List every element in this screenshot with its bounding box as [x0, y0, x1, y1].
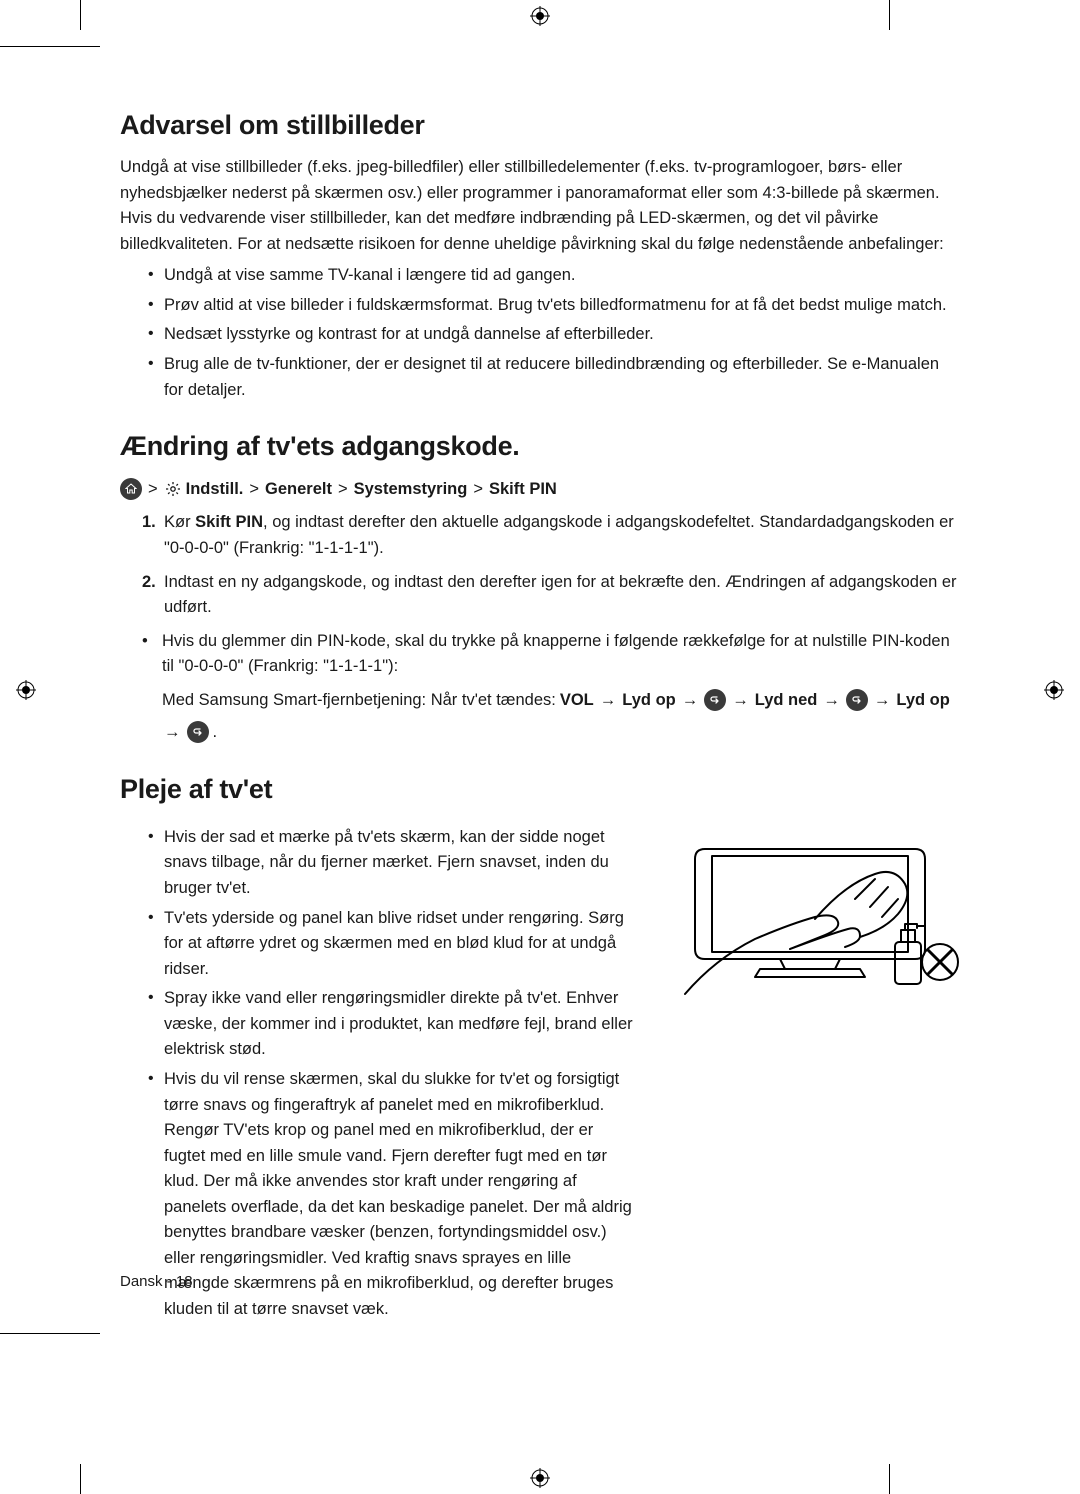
arrow-icon: →	[682, 686, 699, 714]
step-text: Indtast en ny adgangskode, og indtast de…	[164, 573, 957, 617]
list-item: 1. Kør Skift PIN, og indtast derefter de…	[142, 510, 960, 561]
lyd-op-label: Lyd op	[896, 686, 949, 714]
home-icon	[120, 478, 142, 500]
gear-icon	[164, 480, 182, 498]
arrow-icon: →	[874, 686, 891, 714]
period: .	[213, 718, 218, 746]
breadcrumb: > Indstill. > Generelt > Systemstyring >…	[120, 476, 960, 502]
list-item: Hvis der sad et mærke på tv'ets skærm, k…	[148, 825, 636, 902]
lyd-op-label: Lyd op	[622, 686, 675, 714]
section1-heading: Advarsel om stillbilleder	[120, 110, 960, 141]
list-item: Nedsæt lysstyrke og kontrast for at undg…	[148, 322, 960, 348]
crop-mark	[80, 0, 81, 30]
list-item: Hvis du glemmer din PIN-kode, skal du tr…	[142, 629, 960, 680]
page-footer: Dansk - 18	[120, 1273, 193, 1290]
step-number: 1.	[142, 510, 156, 536]
breadcrumb-item: Systemstyring	[354, 476, 468, 502]
back-icon	[704, 689, 726, 711]
crop-mark	[80, 1464, 81, 1494]
breadcrumb-item: Skift PIN	[489, 476, 557, 502]
step-text: , og indtast derefter den aktuelle adgan…	[164, 513, 954, 557]
list-item: Brug alle de tv-funktioner, der er desig…	[148, 352, 960, 403]
breadcrumb-item: Generelt	[265, 476, 332, 502]
section2-steps: 1. Kør Skift PIN, og indtast derefter de…	[120, 510, 960, 620]
section2-heading: Ændring af tv'ets adgangskode.	[120, 431, 960, 462]
list-item: Tv'ets yderside og panel kan blive ridse…	[148, 906, 636, 983]
lyd-ned-label: Lyd ned	[755, 686, 818, 714]
arrow-icon: →	[164, 718, 181, 746]
list-item: Spray ikke vand eller rengøringsmidler d…	[148, 986, 636, 1063]
list-item: Hvis du vil rense skærmen, skal du slukk…	[148, 1067, 636, 1323]
registration-mark-bottom	[530, 1468, 550, 1488]
section3-bullet-list: Hvis der sad et mærke på tv'ets skærm, k…	[120, 825, 636, 1323]
vol-label: VOL	[560, 686, 594, 714]
section1-bullet-list: Undgå at vise samme TV-kanal i længere t…	[120, 263, 960, 403]
section3-heading: Pleje af tv'et	[120, 774, 960, 805]
registration-mark-right	[1044, 680, 1064, 700]
crop-mark	[0, 46, 100, 47]
step-number: 2.	[142, 570, 156, 596]
step-bold: Skift PIN	[195, 513, 263, 531]
breadcrumb-separator: >	[338, 476, 348, 502]
remote-prefix: Med Samsung Smart-fjernbetjening: Når tv…	[162, 686, 556, 714]
section1-paragraph: Undgå at vise stillbilleder (f.eks. jpeg…	[120, 155, 960, 257]
registration-mark-left	[16, 680, 36, 700]
back-icon	[846, 689, 868, 711]
breadcrumb-separator: >	[148, 476, 158, 502]
breadcrumb-separator: >	[473, 476, 483, 502]
list-item: Prøv altid at vise billeder i fuldskærms…	[148, 293, 960, 319]
crop-mark	[889, 1464, 890, 1494]
remote-sequence: Med Samsung Smart-fjernbetjening: Når tv…	[120, 686, 960, 746]
back-icon	[187, 721, 209, 743]
arrow-icon: →	[732, 686, 749, 714]
section2-note: Hvis du glemmer din PIN-kode, skal du tr…	[120, 629, 960, 680]
tv-cleaning-illustration	[660, 829, 960, 1029]
registration-mark-top	[530, 6, 550, 26]
note-text: Hvis du glemmer din PIN-kode, skal du tr…	[162, 632, 950, 676]
breadcrumb-item: Indstill.	[186, 476, 244, 502]
list-item: Undgå at vise samme TV-kanal i længere t…	[148, 263, 960, 289]
breadcrumb-separator: >	[249, 476, 259, 502]
list-item: 2. Indtast en ny adgangskode, og indtast…	[142, 570, 960, 621]
crop-mark	[0, 1333, 100, 1334]
step-text: Kør	[164, 513, 195, 531]
crop-mark	[889, 0, 890, 30]
arrow-icon: →	[823, 686, 840, 714]
arrow-icon: →	[600, 686, 617, 714]
